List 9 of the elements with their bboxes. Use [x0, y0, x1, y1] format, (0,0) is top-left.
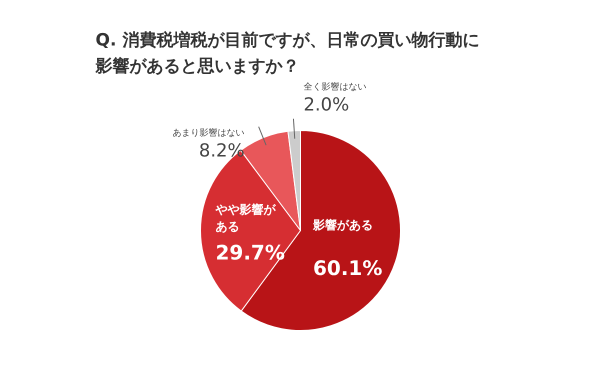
slice-label: 影響がある: [312, 218, 374, 232]
data-label: 2.0%: [303, 94, 350, 116]
slice-label: やや影響がある: [214, 202, 276, 234]
slice-label: あまり影響はない: [172, 128, 245, 139]
slice-label: 全く影響はない: [303, 82, 366, 93]
data-label: 60.1%: [313, 256, 382, 280]
data-label: 8.2%: [198, 140, 245, 162]
chart-title: Q. 消費税増税が目前ですが、日常の買い物行動に影響があると思いますか？: [94, 30, 480, 76]
data-label: 29.7%: [216, 240, 285, 265]
